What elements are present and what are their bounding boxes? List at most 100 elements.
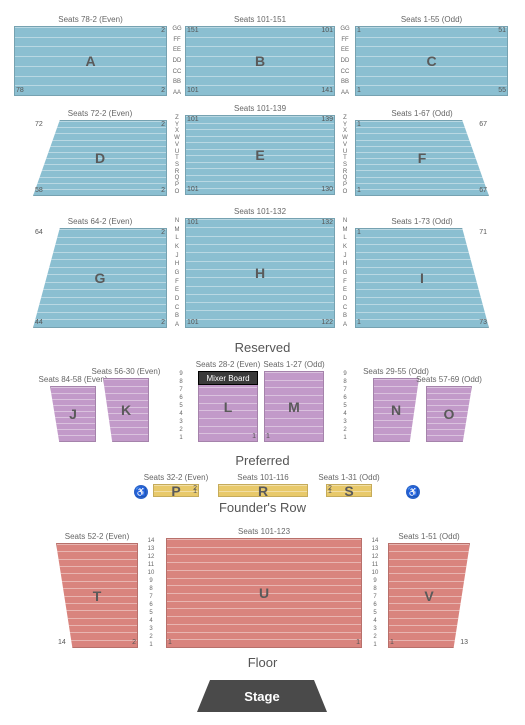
- corner-number: 2: [161, 121, 165, 128]
- corner-number: 151: [187, 27, 199, 34]
- section-letter: G: [95, 270, 106, 286]
- corner-number: 1: [356, 639, 360, 646]
- section-T[interactable]: T: [56, 543, 138, 648]
- corner-number: 132: [321, 219, 333, 226]
- seat-range-label: Seats 78-2 (Even): [58, 15, 122, 24]
- corner-number: 1: [168, 639, 172, 646]
- corner-number: 1: [357, 229, 361, 236]
- corner-number: 1: [252, 433, 256, 440]
- row-labels: 1413121110987654321: [146, 538, 156, 648]
- row-labels: ZYXWVUTSRQPO: [172, 115, 182, 195]
- section-letter: B: [255, 53, 265, 69]
- section-letter: N: [391, 402, 401, 418]
- corner-number: 101: [321, 27, 333, 34]
- row-labels: GGFFEEDDCCBBAA: [172, 26, 182, 96]
- corner-number: 78: [16, 87, 24, 94]
- corner-number: 67: [479, 121, 487, 128]
- row-labels: GGFFEEDDCCBBAA: [340, 26, 350, 96]
- section-G[interactable]: G: [33, 228, 167, 328]
- section-J[interactable]: J: [50, 386, 96, 442]
- seat-range-label: Seats 57-69 (Odd): [416, 375, 482, 384]
- corner-number: 101: [187, 319, 199, 326]
- corner-number: 101: [187, 186, 199, 193]
- corner-number: 1: [357, 187, 361, 194]
- section-S[interactable]: S: [326, 484, 372, 497]
- corner-number: 71: [479, 229, 487, 236]
- section-C[interactable]: C: [355, 26, 508, 96]
- seat-range-label: Seats 1-73 (Odd): [391, 217, 452, 226]
- section-P[interactable]: P: [153, 484, 199, 497]
- section-letter: R: [258, 483, 268, 499]
- row-labels: 987654321: [176, 371, 186, 441]
- corner-number: 2: [161, 319, 165, 326]
- section-letter: S: [344, 483, 353, 499]
- seat-range-label: Seats 28-2 (Even): [196, 360, 260, 369]
- seat-range-label: Seats 101-116: [237, 473, 288, 482]
- seat-range-label: Seats 1-55 (Odd): [401, 15, 462, 24]
- seat-range-label: Seats 101-151: [234, 15, 286, 24]
- section-R[interactable]: R: [218, 484, 308, 497]
- mixer-board: Mixer Board: [198, 371, 258, 385]
- corner-number: 14: [58, 639, 66, 646]
- section-A[interactable]: A: [14, 26, 167, 96]
- tier-title: Floor: [0, 655, 525, 670]
- seating-chart: A Seats 78-2 (Even) 2 78 2 B Seats 101-151 151 1…: [0, 0, 525, 725]
- seat-range-label: Seats 1-67 (Odd): [391, 109, 452, 118]
- seat-range-label: Seats 84-58 (Even): [39, 375, 108, 384]
- section-letter: F: [418, 150, 427, 166]
- corner-number: 64: [35, 229, 43, 236]
- section-K[interactable]: K: [103, 378, 149, 442]
- seat-range-label: Seats 32-2 (Even): [144, 473, 208, 482]
- corner-number: 1: [328, 488, 332, 495]
- corner-number: 67: [479, 187, 487, 194]
- section-letter: J: [69, 406, 77, 422]
- corner-number: 73: [479, 319, 487, 326]
- row-labels: NMLKJHGFEDCBA: [172, 218, 182, 328]
- tier-title: Reserved: [0, 340, 525, 355]
- section-letter: V: [424, 588, 433, 604]
- corner-number: 101: [187, 116, 199, 123]
- section-letter: M: [288, 399, 300, 415]
- seat-range-label: Seats 101-139: [234, 104, 286, 113]
- tier-title: Founder's Row: [0, 500, 525, 515]
- section-F[interactable]: F: [355, 120, 489, 196]
- corner-number: 130: [321, 186, 333, 193]
- row-labels: NMLKJHGFEDCBA: [340, 218, 350, 328]
- section-letter: E: [255, 147, 264, 163]
- wheelchair-icon: ♿: [134, 485, 148, 499]
- section-D[interactable]: D: [33, 120, 167, 196]
- corner-number: 13: [460, 639, 468, 646]
- section-letter: I: [420, 270, 424, 286]
- section-I[interactable]: I: [355, 228, 489, 328]
- section-letter: L: [224, 399, 233, 415]
- corner-number: 58: [35, 187, 43, 194]
- section-H[interactable]: H: [185, 218, 335, 328]
- corner-number: 141: [321, 87, 333, 94]
- corner-number: 101: [187, 87, 199, 94]
- corner-number: 1: [357, 319, 361, 326]
- seat-range-label: Seats 64-2 (Even): [68, 217, 132, 226]
- row-labels: ZYXWVUTSRQPO: [340, 115, 350, 195]
- section-letter: A: [85, 53, 95, 69]
- tier-title: Preferred: [0, 453, 525, 468]
- section-letter: K: [121, 402, 131, 418]
- section-letter: P: [171, 483, 180, 499]
- corner-number: 1: [357, 27, 361, 34]
- corner-number: 2: [161, 229, 165, 236]
- section-N[interactable]: N: [373, 378, 419, 442]
- section-M[interactable]: M: [264, 371, 324, 442]
- seat-range-label: Seats 72-2 (Even): [68, 109, 132, 118]
- section-V[interactable]: V: [388, 543, 470, 648]
- corner-number: 1: [193, 488, 197, 495]
- seat-range-label: Seats 101-132: [234, 207, 286, 216]
- section-E[interactable]: E: [185, 115, 335, 195]
- section-B[interactable]: B: [185, 26, 335, 96]
- seat-range-label: Seats 1-27 (Odd): [263, 360, 324, 369]
- corner-number: 139: [321, 116, 333, 123]
- row-labels: 1413121110987654321: [370, 538, 380, 648]
- row-labels: 987654321: [340, 371, 350, 441]
- section-O[interactable]: O: [426, 386, 472, 442]
- seat-range-label: Seats 1-31 (Odd): [318, 473, 379, 482]
- seat-range-label: Seats 52-2 (Even): [65, 532, 129, 541]
- section-U[interactable]: U: [166, 538, 362, 648]
